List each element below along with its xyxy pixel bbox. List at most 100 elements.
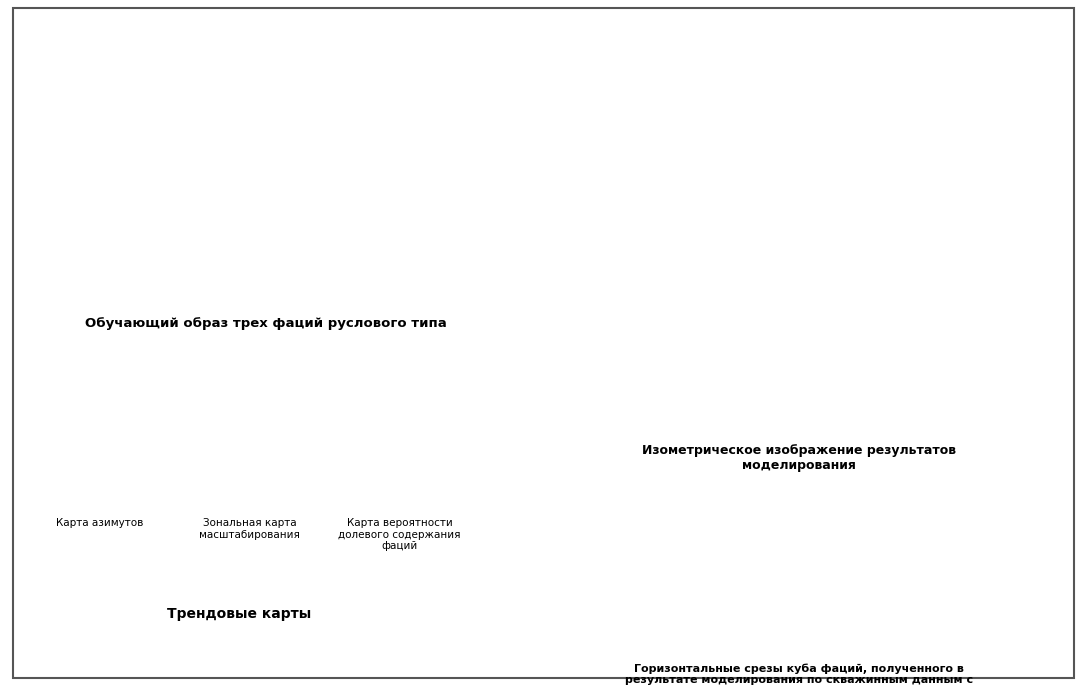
Ellipse shape xyxy=(84,187,127,193)
Ellipse shape xyxy=(814,128,829,135)
Bar xyxy=(544,225,1002,357)
Ellipse shape xyxy=(953,536,965,546)
Ellipse shape xyxy=(632,519,645,532)
Ellipse shape xyxy=(732,124,766,133)
Polygon shape xyxy=(544,239,1002,261)
Polygon shape xyxy=(544,322,1002,337)
Polygon shape xyxy=(544,329,1002,342)
Ellipse shape xyxy=(253,144,267,150)
Ellipse shape xyxy=(687,511,697,514)
Ellipse shape xyxy=(210,169,250,178)
Ellipse shape xyxy=(927,128,975,143)
Ellipse shape xyxy=(368,66,393,74)
Text: channel: channel xyxy=(76,148,107,157)
Ellipse shape xyxy=(840,148,849,156)
Ellipse shape xyxy=(914,119,930,125)
Polygon shape xyxy=(291,94,488,228)
Ellipse shape xyxy=(154,169,196,179)
Ellipse shape xyxy=(336,149,355,158)
Ellipse shape xyxy=(648,563,661,568)
Ellipse shape xyxy=(441,86,472,95)
Ellipse shape xyxy=(447,154,477,167)
Text: channel
margin: channel margin xyxy=(559,490,584,501)
Ellipse shape xyxy=(311,161,326,173)
Ellipse shape xyxy=(647,498,657,508)
Ellipse shape xyxy=(908,155,926,167)
Ellipse shape xyxy=(310,67,330,73)
Ellipse shape xyxy=(337,73,372,84)
Ellipse shape xyxy=(183,177,218,187)
Polygon shape xyxy=(544,317,1002,331)
Ellipse shape xyxy=(651,523,661,532)
Ellipse shape xyxy=(687,515,695,523)
Ellipse shape xyxy=(151,64,183,76)
Ellipse shape xyxy=(653,551,671,557)
Ellipse shape xyxy=(691,38,733,57)
Polygon shape xyxy=(544,225,1002,357)
Ellipse shape xyxy=(650,510,660,513)
Ellipse shape xyxy=(265,102,316,110)
Ellipse shape xyxy=(115,139,135,146)
Ellipse shape xyxy=(312,182,339,195)
Ellipse shape xyxy=(102,182,143,189)
Ellipse shape xyxy=(273,175,286,182)
Ellipse shape xyxy=(162,154,196,157)
Ellipse shape xyxy=(729,93,752,108)
Ellipse shape xyxy=(691,506,698,513)
Ellipse shape xyxy=(967,131,1009,147)
Ellipse shape xyxy=(212,133,247,137)
Ellipse shape xyxy=(824,198,852,207)
Ellipse shape xyxy=(790,530,796,536)
Ellipse shape xyxy=(659,619,670,624)
Ellipse shape xyxy=(262,82,290,95)
Ellipse shape xyxy=(827,107,848,115)
Polygon shape xyxy=(763,492,836,622)
Ellipse shape xyxy=(188,150,210,157)
Ellipse shape xyxy=(816,528,830,539)
Ellipse shape xyxy=(224,49,265,61)
Text: lower
layer: lower layer xyxy=(927,477,949,497)
Ellipse shape xyxy=(659,180,678,188)
Ellipse shape xyxy=(234,86,263,102)
Ellipse shape xyxy=(162,143,180,148)
Ellipse shape xyxy=(203,49,249,62)
Ellipse shape xyxy=(771,586,778,593)
Ellipse shape xyxy=(766,569,784,579)
Ellipse shape xyxy=(99,167,115,176)
Ellipse shape xyxy=(667,40,712,51)
Bar xyxy=(28,194,67,250)
Ellipse shape xyxy=(89,139,110,146)
Text: Карта вероятности
долевого содержания
фаций: Карта вероятности долевого содержания фа… xyxy=(338,518,461,551)
Ellipse shape xyxy=(101,146,141,155)
Ellipse shape xyxy=(786,513,794,521)
Ellipse shape xyxy=(634,614,644,620)
Ellipse shape xyxy=(632,581,640,589)
Ellipse shape xyxy=(651,608,657,615)
Ellipse shape xyxy=(702,174,720,180)
Ellipse shape xyxy=(922,141,952,145)
Ellipse shape xyxy=(373,91,413,108)
Ellipse shape xyxy=(289,51,337,63)
Ellipse shape xyxy=(390,122,412,132)
Ellipse shape xyxy=(171,57,192,67)
Ellipse shape xyxy=(704,113,727,127)
Ellipse shape xyxy=(617,38,633,48)
Ellipse shape xyxy=(926,150,965,160)
Text: affinity
regions: affinity regions xyxy=(207,393,237,412)
Ellipse shape xyxy=(224,128,257,133)
Ellipse shape xyxy=(784,201,826,215)
Text: Трендовые карты: Трендовые карты xyxy=(167,607,311,621)
Ellipse shape xyxy=(788,40,823,48)
Ellipse shape xyxy=(739,160,749,168)
Ellipse shape xyxy=(629,541,639,549)
Ellipse shape xyxy=(426,81,452,90)
Ellipse shape xyxy=(361,64,384,70)
Ellipse shape xyxy=(247,123,270,126)
Ellipse shape xyxy=(636,585,648,591)
Ellipse shape xyxy=(621,510,634,517)
Ellipse shape xyxy=(689,517,695,527)
Ellipse shape xyxy=(788,507,799,513)
Ellipse shape xyxy=(711,44,730,54)
Ellipse shape xyxy=(265,165,299,169)
Ellipse shape xyxy=(770,526,775,535)
